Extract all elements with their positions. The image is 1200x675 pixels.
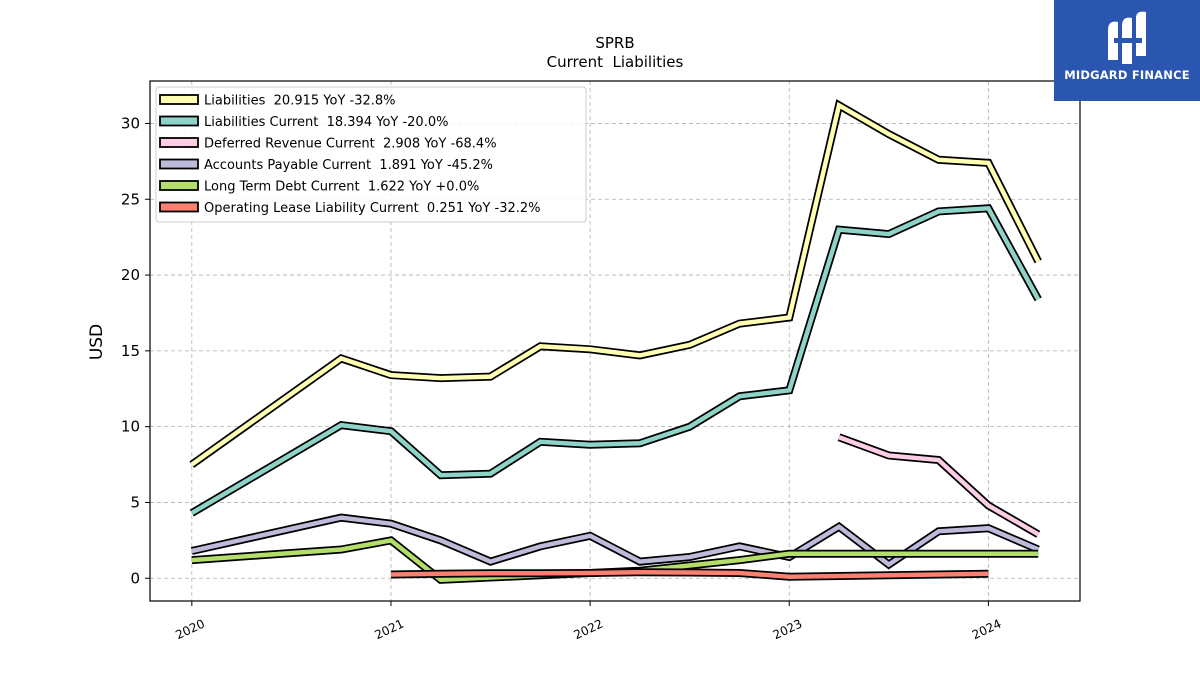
series-line — [390, 569, 989, 579]
legend-entry: Operating Lease Liability Current 0.251 … — [204, 201, 541, 216]
legend-entry: Liabilities Current 18.394 YoY -20.0% — [204, 115, 448, 130]
y-tick-label: 30 — [121, 114, 140, 132]
y-tick-label: 20 — [121, 266, 140, 284]
legend-swatch — [159, 201, 199, 213]
y-tick-label: 10 — [121, 418, 140, 436]
series-line — [838, 435, 1040, 537]
legend-entry: Deferred Revenue Current 2.908 YoY -68.4… — [204, 137, 497, 152]
brand-name: MIDGARD FINANCE — [1064, 68, 1190, 82]
series-group — [189, 99, 1042, 584]
x-tick-label: 2023 — [771, 617, 805, 643]
legend-entry: Liabilities 20.915 YoY -32.8% — [204, 94, 396, 109]
y-tick-label: 0 — [130, 569, 140, 587]
y-axis-label: USD — [87, 324, 107, 360]
legend-swatch — [159, 180, 199, 191]
brand-logo: MIDGARD FINANCE — [1054, 0, 1200, 101]
chart-title: SPRB — [595, 34, 634, 52]
series-line — [191, 538, 1039, 583]
y-tick-label: 5 — [130, 493, 140, 511]
legend-swatch — [159, 94, 199, 105]
chart-subtitle: Current Liabilities — [547, 53, 684, 71]
midgard-logo-icon — [1108, 11, 1146, 64]
y-tick-label: 25 — [121, 190, 140, 208]
x-tick-label: 2020 — [173, 617, 207, 643]
legend-swatch — [159, 158, 199, 170]
series-outline — [837, 433, 1041, 538]
legend-swatch — [159, 115, 199, 127]
series-line — [190, 205, 1041, 516]
legend-entry: Long Term Debt Current 1.622 YoY +0.0% — [204, 180, 479, 195]
legend: Liabilities 20.915 YoY -32.8% Liabilities… — [155, 86, 587, 223]
legend-entry: Accounts Payable Current 1.891 YoY -45.2… — [204, 158, 493, 173]
legend-swatch — [159, 137, 199, 148]
y-tick-label: 15 — [121, 342, 140, 360]
x-tick-label: 2022 — [572, 617, 606, 643]
series-line — [191, 515, 1040, 568]
x-tick-label: 2024 — [970, 617, 1004, 643]
plot-frame — [149, 80, 1081, 602]
legend-box — [155, 86, 587, 223]
x-tick-label: 2021 — [372, 617, 406, 643]
series-line — [190, 101, 1041, 467]
series-outline — [189, 204, 1042, 517]
